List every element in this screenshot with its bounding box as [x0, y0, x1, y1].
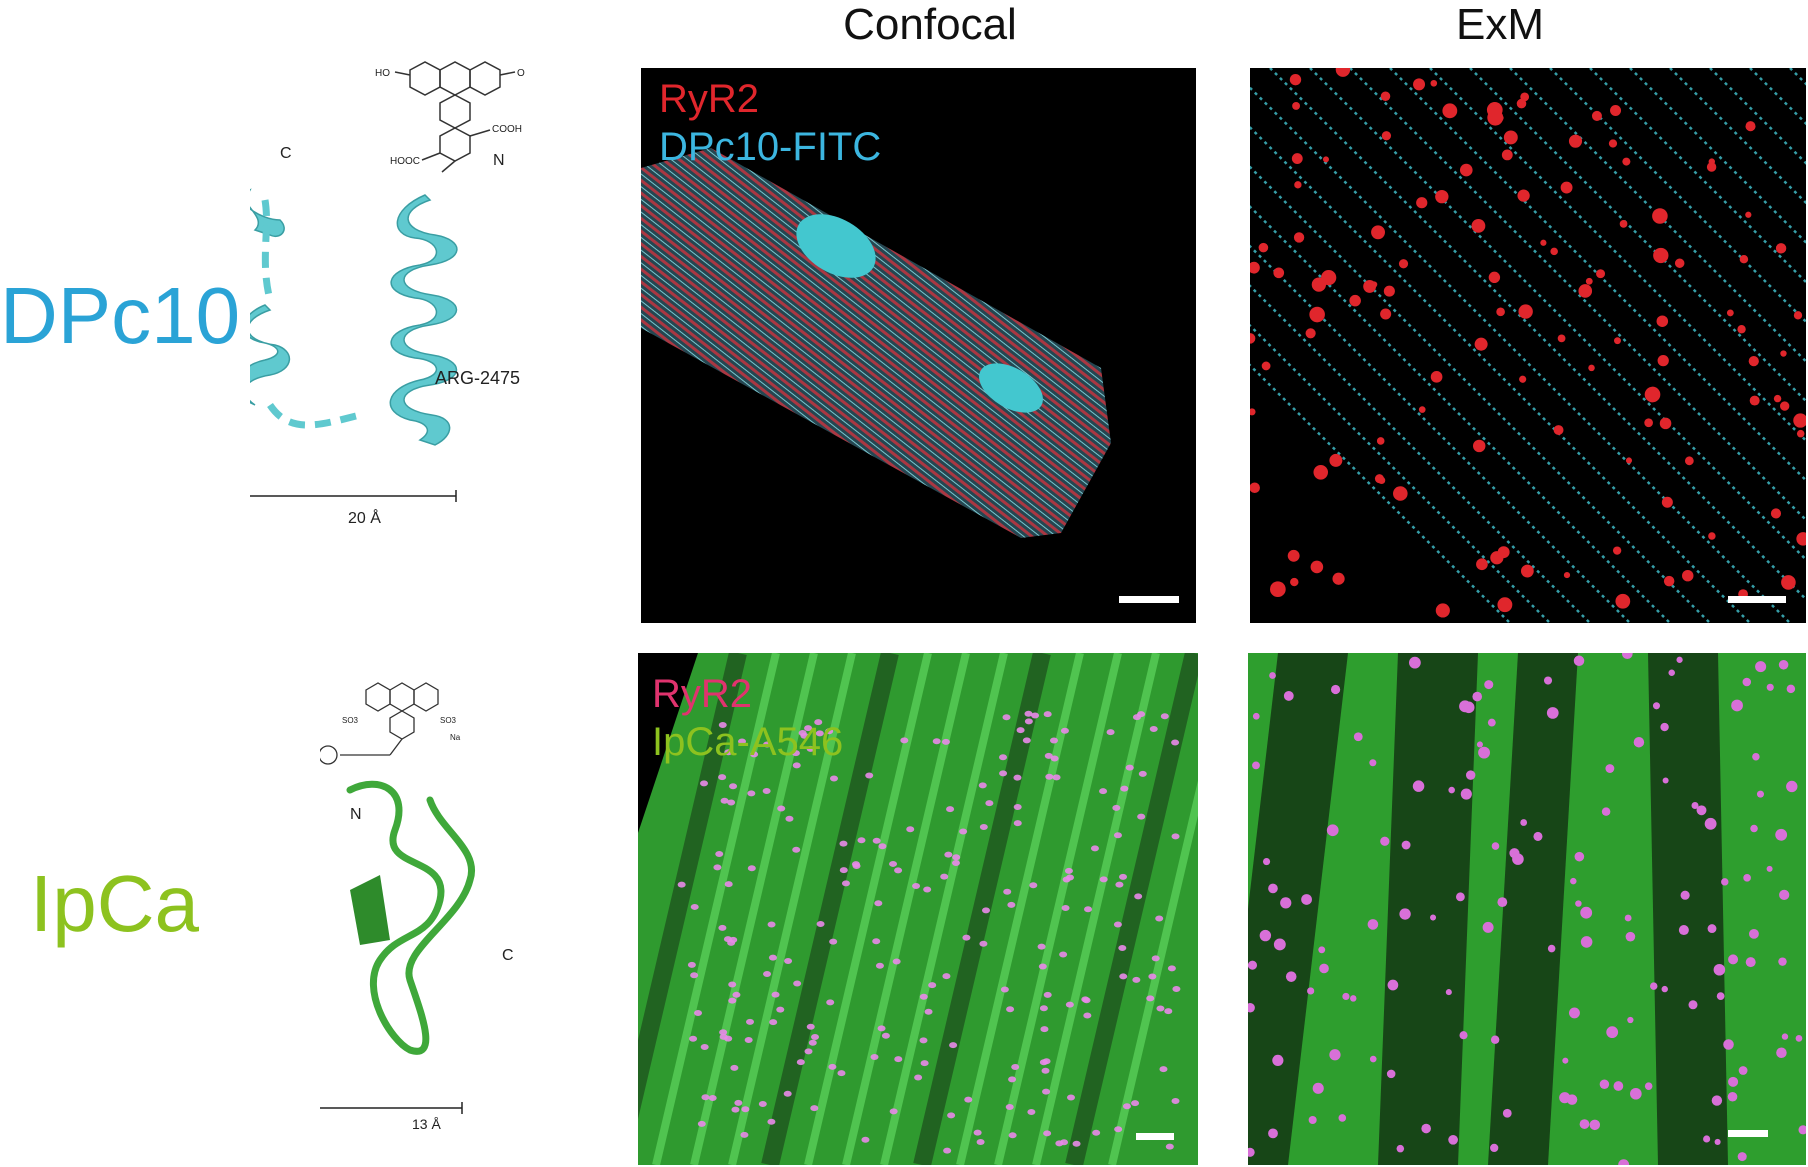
- svg-text:HO: HO: [375, 68, 390, 79]
- confocal-label-ryr2: RyR2: [659, 77, 760, 121]
- residue-label: ARG-2475: [435, 368, 521, 388]
- svg-text:SO3: SO3: [440, 716, 457, 725]
- confocal-ipca-image: RyR2 IpCa-A546: [638, 653, 1198, 1165]
- column-header-exm: ExM: [1456, 0, 1544, 49]
- terminal-n-label-ipca: N: [350, 806, 362, 823]
- scale-label-20a: 20 Å: [348, 510, 381, 527]
- row-label-ipca: IpCa: [30, 859, 199, 948]
- svg-text:SO3: SO3: [342, 716, 359, 725]
- scale-bar: [1136, 1133, 1174, 1140]
- confocal-label-ipca-a546: IpCa-A546: [652, 720, 844, 764]
- svg-text:O: O: [517, 68, 525, 79]
- row-label-dpc10: DPc10: [0, 271, 241, 360]
- column-header-confocal: Confocal: [843, 0, 1017, 49]
- fluorescein-structure-icon: HO O COOH HOOC: [235, 61, 525, 502]
- confocal-label-dpc10-fitc: DPc10-FITC: [659, 125, 882, 169]
- scale-bar: [1728, 596, 1786, 603]
- exm-dpc10-image: [1250, 68, 1806, 623]
- confocal-label-ryr2-ipca: RyR2: [652, 672, 753, 716]
- helix-ribbon-icon: [237, 188, 458, 446]
- dpc10-structure: HO O COOH HOOC C N ARG-2475 20 Å: [235, 60, 580, 600]
- scale-label-13a: 13 Å: [412, 1116, 441, 1132]
- loop-ribbon-icon: [346, 780, 476, 1055]
- svg-text:COOH: COOH: [492, 124, 522, 135]
- confocal-dpc10-image: RyR2 DPc10-FITC: [641, 68, 1196, 623]
- svg-text:HOOC: HOOC: [390, 156, 420, 167]
- terminal-c-label: C: [280, 145, 292, 162]
- ipca-structure: SO3 SO3 Na N C 13 Å: [301, 680, 540, 1140]
- svg-text:Na: Na: [450, 733, 461, 742]
- alexa546-structure-icon: SO3 SO3 Na: [301, 682, 476, 1114]
- scale-bar: [1119, 596, 1179, 603]
- terminal-c-label-ipca: C: [502, 947, 514, 964]
- terminal-n-label: N: [493, 152, 505, 169]
- scale-bar: [1728, 1130, 1768, 1137]
- exm-ipca-image: [1248, 653, 1806, 1165]
